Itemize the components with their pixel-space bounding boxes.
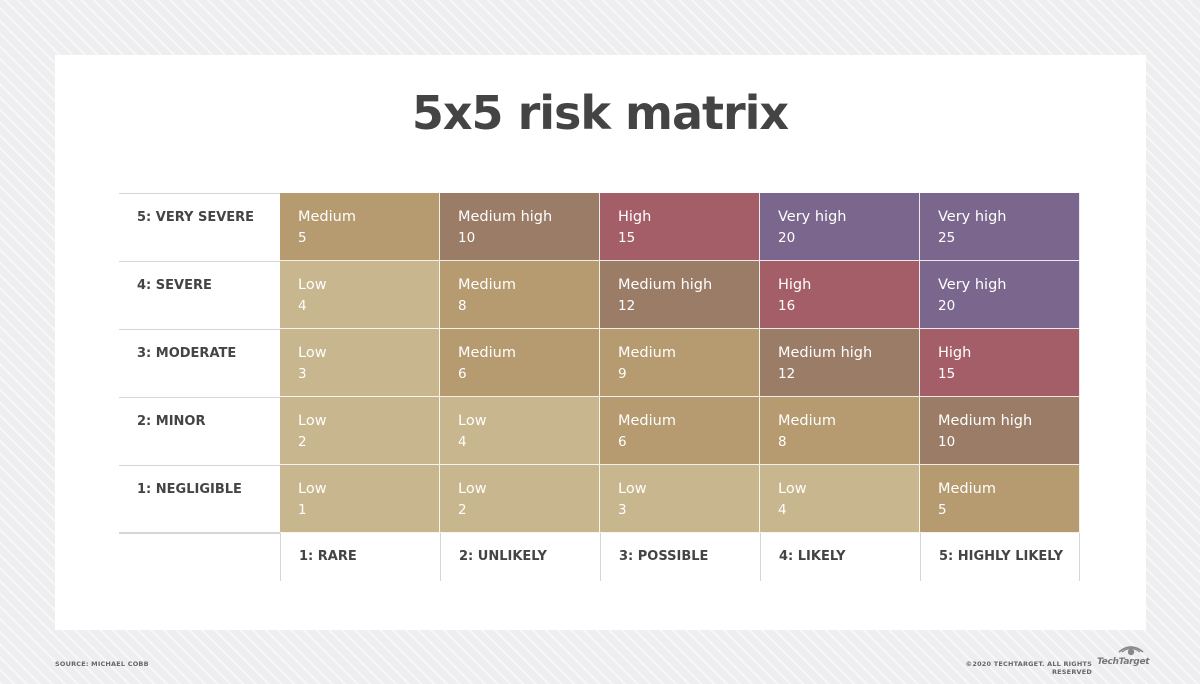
- risk-cell: Very high 25: [920, 193, 1080, 261]
- risk-cell: Low 4: [760, 465, 920, 533]
- risk-level-label: Medium: [618, 413, 676, 429]
- risk-cell: Medium 9: [600, 329, 760, 397]
- risk-level-label: Medium: [298, 209, 356, 225]
- risk-level-label: Medium: [458, 345, 516, 361]
- risk-cell: Very high 20: [920, 261, 1080, 329]
- risk-level-label: Low: [298, 277, 327, 293]
- risk-score: 15: [618, 230, 636, 246]
- risk-score: 5: [298, 230, 307, 246]
- column-label: 1: RARE: [280, 533, 440, 581]
- risk-score: 25: [938, 230, 956, 246]
- row-label: 5: VERY SEVERE: [119, 193, 280, 261]
- risk-level-label: Medium high: [778, 345, 873, 361]
- risk-cell: Low 3: [600, 465, 760, 533]
- risk-cell: High 15: [600, 193, 760, 261]
- risk-score: 5: [938, 502, 947, 518]
- risk-level-label: Medium: [938, 481, 996, 497]
- matrix-corner: [119, 533, 280, 581]
- risk-level-label: High: [618, 209, 652, 225]
- risk-score: 6: [618, 434, 627, 450]
- risk-level-label: Very high: [938, 209, 1007, 225]
- risk-score: 10: [938, 434, 956, 450]
- risk-score: 2: [298, 434, 307, 450]
- risk-level-label: Medium high: [618, 277, 713, 293]
- risk-cell: Medium 6: [600, 397, 760, 465]
- risk-cell: Medium high 12: [760, 329, 920, 397]
- risk-score: 8: [458, 298, 467, 314]
- risk-score: 20: [938, 298, 956, 314]
- risk-cell: Medium 5: [280, 193, 440, 261]
- copyright-notice: ©2020 TECHTARGET. ALL RIGHTS RESERVED: [965, 660, 1092, 676]
- column-label: 3: POSSIBLE: [600, 533, 760, 581]
- risk-score: 15: [938, 366, 956, 382]
- risk-level-label: Low: [298, 413, 327, 429]
- risk-cell: Low 1: [280, 465, 440, 533]
- risk-cell: Medium 8: [440, 261, 600, 329]
- risk-level-label: Very high: [778, 209, 847, 225]
- risk-cell: Low 2: [280, 397, 440, 465]
- risk-level-label: High: [938, 345, 972, 361]
- risk-cell: Low 4: [280, 261, 440, 329]
- risk-score: 8: [778, 434, 787, 450]
- techtarget-logo: TechTarget: [1097, 644, 1150, 670]
- risk-score: 3: [618, 502, 627, 518]
- risk-score: 10: [458, 230, 476, 246]
- risk-cell: High 15: [920, 329, 1080, 397]
- page-title: 5x5 risk matrix: [411, 86, 789, 140]
- risk-score: 16: [778, 298, 796, 314]
- risk-level-label: Medium: [618, 345, 676, 361]
- risk-level-label: Medium: [778, 413, 836, 429]
- risk-score: 4: [778, 502, 787, 518]
- risk-cell: Very high 20: [760, 193, 920, 261]
- risk-score: 12: [618, 298, 636, 314]
- risk-level-label: Low: [298, 481, 327, 497]
- risk-cell: High 16: [760, 261, 920, 329]
- risk-level-label: Medium: [458, 277, 516, 293]
- risk-cell: Low 3: [280, 329, 440, 397]
- column-label: 2: UNLIKELY: [440, 533, 600, 581]
- risk-level-label: Medium high: [938, 413, 1033, 429]
- column-label: 5: HIGHLY LIKELY: [920, 533, 1080, 581]
- eye-icon: [1118, 646, 1144, 656]
- logo-wordmark: TechTarget: [1097, 657, 1150, 667]
- risk-cell: Medium high 10: [920, 397, 1080, 465]
- risk-cell: Medium 8: [760, 397, 920, 465]
- risk-score: 3: [298, 366, 307, 382]
- risk-score: 6: [458, 366, 467, 382]
- risk-level-label: Medium high: [458, 209, 553, 225]
- row-label: 3: MODERATE: [119, 329, 280, 397]
- risk-level-label: Low: [298, 345, 327, 361]
- column-label: 4: LIKELY: [760, 533, 920, 581]
- risk-score: 12: [778, 366, 796, 382]
- risk-level-label: Low: [618, 481, 647, 497]
- risk-level-label: Very high: [938, 277, 1007, 293]
- risk-cell: Low 2: [440, 465, 600, 533]
- risk-cell: Medium 6: [440, 329, 600, 397]
- risk-score: 2: [458, 502, 467, 518]
- source-credit: SOURCE: MICHAEL COBB: [55, 660, 149, 668]
- risk-level-label: High: [778, 277, 812, 293]
- risk-score: 20: [778, 230, 796, 246]
- risk-cell: Medium 5: [920, 465, 1080, 533]
- risk-score: 1: [298, 502, 307, 518]
- risk-level-label: Low: [458, 413, 487, 429]
- risk-matrix: 5: VERY SEVERE Medium 5 Medium high 10 High 15…: [119, 193, 1081, 582]
- row-label: 4: SEVERE: [119, 261, 280, 329]
- risk-score: 9: [618, 366, 627, 382]
- risk-level-label: Low: [778, 481, 807, 497]
- row-label: 1: NEGLIGIBLE: [119, 465, 280, 533]
- risk-score: 4: [298, 298, 307, 314]
- risk-level-label: Low: [458, 481, 487, 497]
- risk-score: 4: [458, 434, 467, 450]
- row-label: 2: MINOR: [119, 397, 280, 465]
- risk-cell: Medium high 10: [440, 193, 600, 261]
- risk-cell: Low 4: [440, 397, 600, 465]
- risk-cell: Medium high 12: [600, 261, 760, 329]
